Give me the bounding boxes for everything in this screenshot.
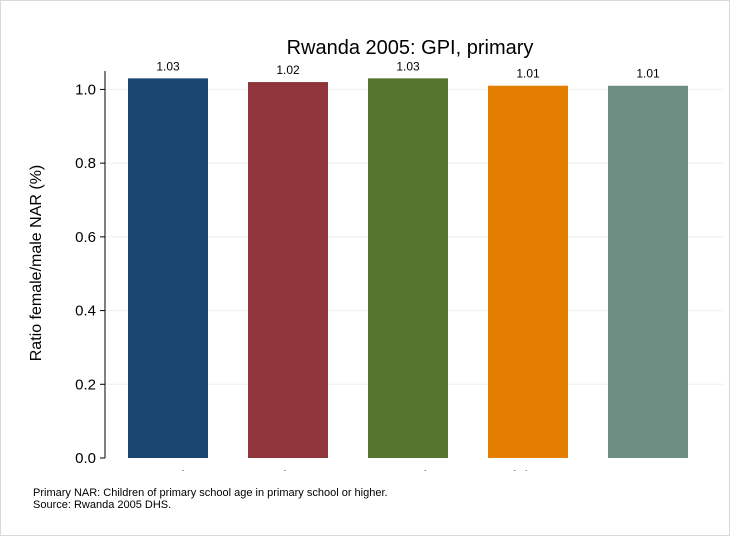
value-labels: 1.03 1.02 1.03 1.01 1.01	[156, 59, 660, 80]
value-label: 1.03	[156, 59, 180, 73]
x-tick-label: Poorest	[620, 469, 676, 471]
bars	[128, 78, 688, 459]
bar-total	[128, 78, 208, 458]
chart-title: Rwanda 2005: GPI, primary	[287, 37, 534, 59]
y-tick-label: 0.8	[75, 155, 96, 172]
x-tick-label: Rural	[389, 469, 427, 471]
y-tick-label: 0.2	[75, 376, 96, 393]
bar-richest	[488, 85, 568, 458]
value-label: 1.01	[636, 67, 660, 81]
bar-urban	[248, 82, 328, 459]
x-tick-label: Richest	[501, 469, 555, 471]
y-axis-label: Ratio female/male NAR (%)	[28, 165, 45, 362]
bar-poorest	[608, 85, 688, 458]
y-tick-label: 1.0	[75, 81, 96, 98]
y-tick-label: 0.4	[75, 303, 96, 320]
footnote-source: Source: Rwanda 2005 DHS.	[33, 499, 172, 511]
value-label: 1.03	[396, 59, 420, 73]
x-tick-label: Total	[151, 469, 185, 471]
y-axis: 0.0 0.2 0.4 0.6 0.8 1.0	[75, 71, 106, 467]
value-label: 1.01	[516, 67, 540, 81]
y-tick-label: 0.0	[75, 450, 96, 467]
bar-chart: Rwanda 2005: GPI, primary 0.00.20.40.60.…	[28, 37, 723, 471]
y-tick-label: 0.6	[75, 229, 96, 246]
x-tick-label: Urban	[266, 469, 310, 471]
x-tick-labels: Total Urban Rural Richest Poorest	[151, 469, 676, 471]
footnote-nar: Primary NAR: Children of primary school …	[33, 487, 388, 499]
value-label: 1.02	[276, 63, 300, 77]
bar-rural	[368, 78, 448, 458]
